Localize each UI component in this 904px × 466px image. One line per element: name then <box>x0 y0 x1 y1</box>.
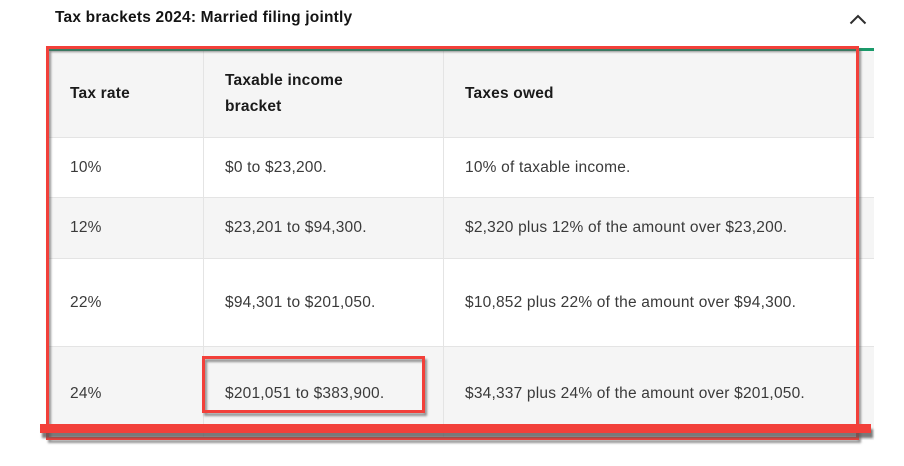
collapse-section-button[interactable] <box>845 8 871 30</box>
column-header-taxes-owed: Taxes owed <box>465 85 554 102</box>
cell-tax-rate: 22% <box>49 259 204 346</box>
chevron-up-icon <box>849 14 867 25</box>
cell-tax-rate: 12% <box>49 198 204 258</box>
table-header-row: Tax rate Taxable income bracket Taxes ow… <box>49 51 874 138</box>
cell-taxes-owed: $10,852 plus 22% of the amount over $94,… <box>465 293 797 311</box>
table-row: 12% $23,201 to $94,300. $2,320 plus 12% … <box>49 198 874 259</box>
cell-income-bracket: $23,201 to $94,300. <box>204 198 444 258</box>
cell-income-bracket: $94,301 to $201,050. <box>204 259 444 346</box>
column-header-income-bracket: Taxable income bracket <box>204 51 444 137</box>
table-row: 10% $0 to $23,200. 10% of taxable income… <box>49 138 874 198</box>
cell-taxes-owed: $34,337 plus 24% of the amount over $201… <box>465 384 805 402</box>
column-header-tax-rate: Tax rate <box>49 51 204 137</box>
cell-tax-rate: 24% <box>49 347 204 440</box>
cell-income-bracket: $0 to $23,200. <box>204 138 444 197</box>
tax-brackets-table: Tax rate Taxable income bracket Taxes ow… <box>49 48 874 440</box>
section-title: Tax brackets 2024: Married filing jointl… <box>55 9 353 26</box>
table-row: 24% $201,051 to $383,900. $34,337 plus 2… <box>49 347 874 440</box>
cell-taxes-owed: 10% of taxable income. <box>465 158 631 176</box>
table-row: 22% $94,301 to $201,050. $10,852 plus 22… <box>49 259 874 347</box>
cell-tax-rate: 10% <box>49 138 204 197</box>
cell-income-bracket-highlighted: $201,051 to $383,900. <box>204 347 444 440</box>
cell-taxes-owed: $2,320 plus 12% of the amount over $23,2… <box>465 219 788 236</box>
